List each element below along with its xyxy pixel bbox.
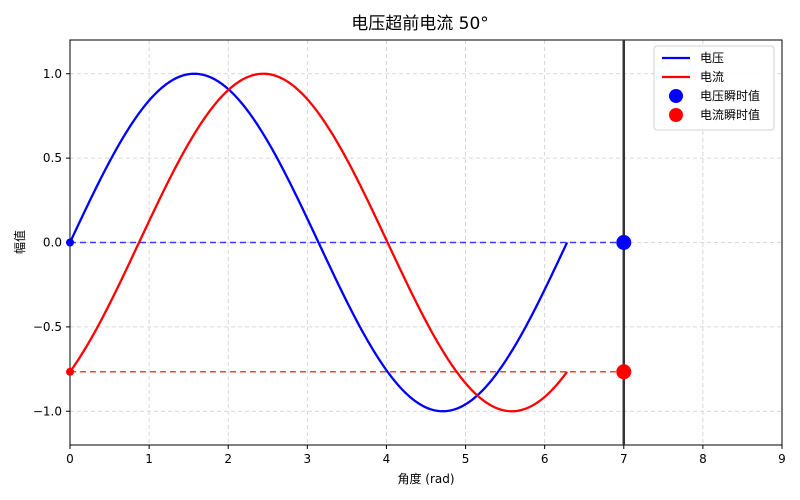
x-axis-label: 角度 (rad) (397, 471, 454, 486)
y-axis-label: 幅值 (12, 230, 27, 254)
x-tick-label: 9 (778, 452, 786, 466)
y-tick-label: −0.5 (33, 320, 62, 334)
legend-label: 电压 (700, 51, 724, 65)
y-tick-label: −1.0 (33, 404, 62, 418)
x-tick-label: 0 (66, 452, 74, 466)
x-tick-label: 3 (304, 452, 312, 466)
y-tick-label: 0.5 (43, 151, 62, 165)
legend-marker-swatch (669, 108, 683, 122)
x-tick-label: 1 (145, 452, 153, 466)
legend-label: 电流瞬时值 (700, 107, 760, 122)
x-tick-label: 7 (620, 452, 628, 466)
chart-title: 电压超前电流 50° (351, 14, 489, 34)
legend-box (653, 45, 775, 131)
legend-label: 电流 (700, 70, 724, 84)
x-tick-label: 5 (462, 452, 470, 466)
instantaneous-marker (616, 364, 632, 380)
x-tick-label: 6 (541, 452, 549, 466)
series-line-current (69, 72, 568, 413)
y-tick-label: 1.0 (43, 67, 62, 81)
instantaneous-marker (616, 235, 632, 250)
x-tick-label: 4 (383, 452, 391, 466)
x-tick-label: 8 (699, 452, 707, 466)
series-line-voltage (68, 72, 569, 413)
x-tick-label: 2 (224, 452, 232, 466)
series-start-point (66, 367, 74, 376)
legend-marker-swatch (669, 89, 683, 103)
y-tick-label: 0.0 (43, 236, 62, 250)
series-start-point (66, 238, 74, 247)
plot-area: 0 1 2 3 4 5 6 7 8 9 1.0 0.5 0.0 −0.5 −1.0 (33, 39, 786, 466)
legend-label: 电压瞬时值 (700, 88, 760, 103)
